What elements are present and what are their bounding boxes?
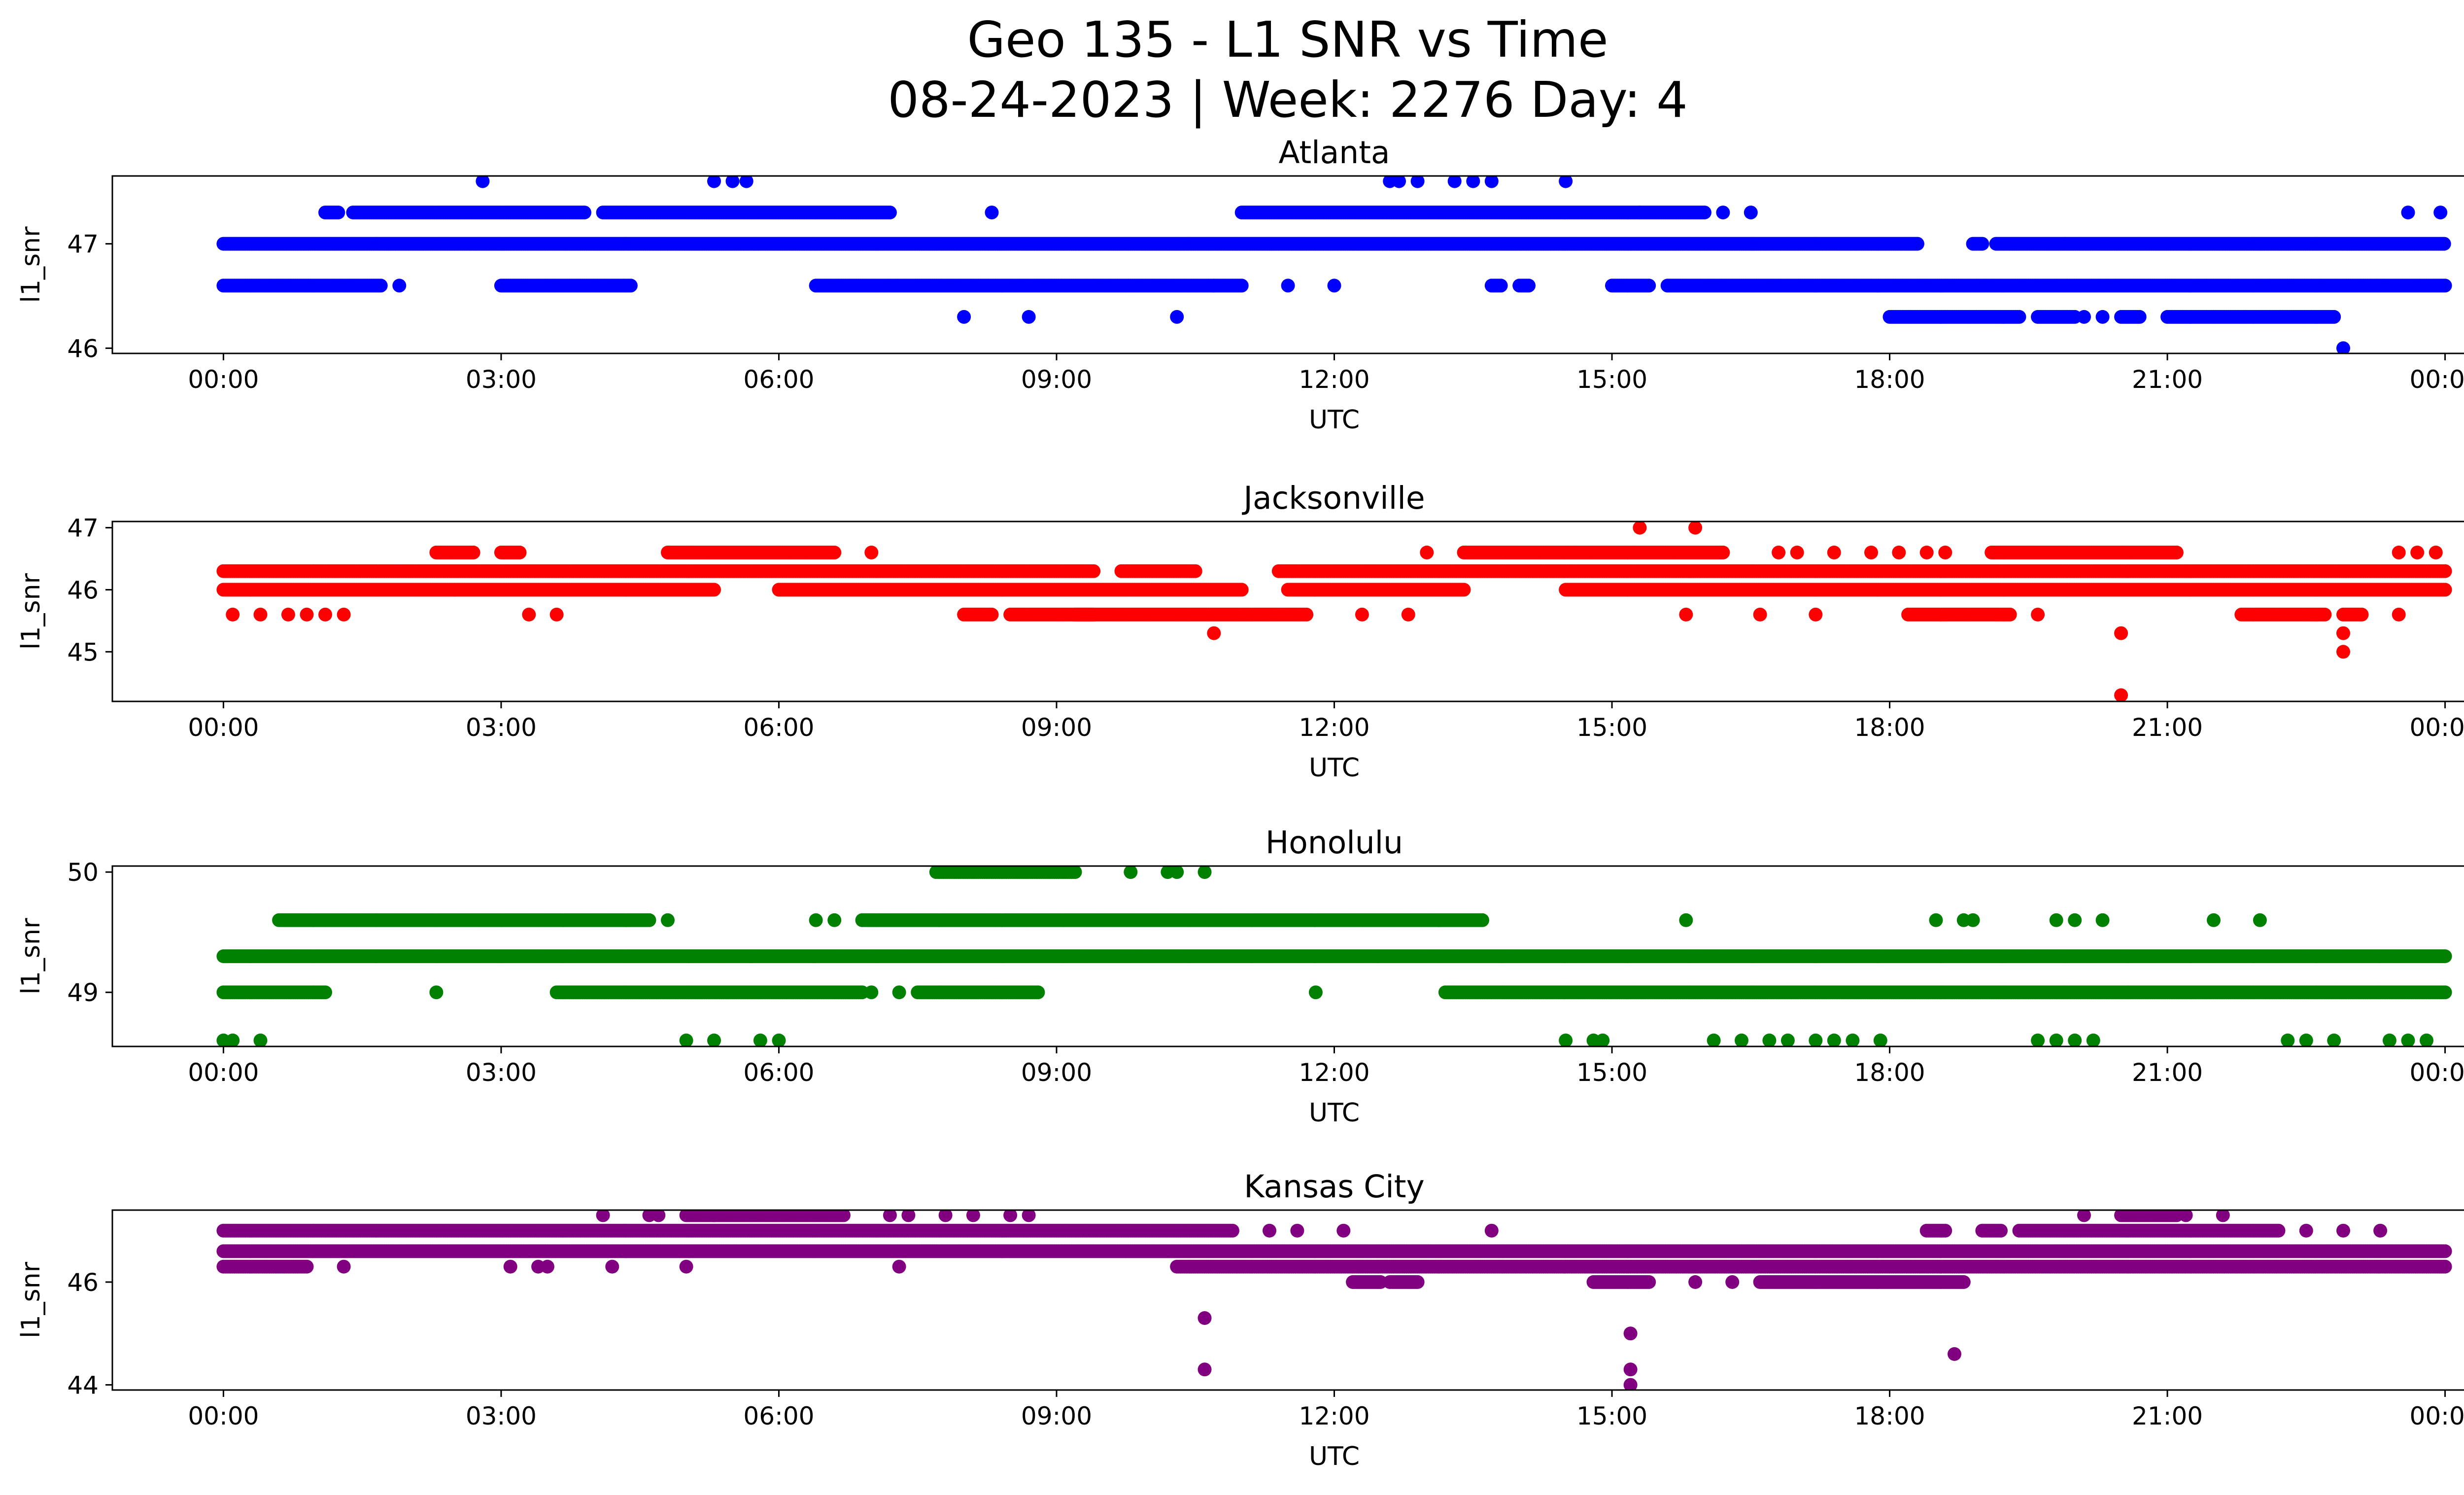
data-point	[2437, 237, 2451, 251]
figure-title-line-2: 08-24-2023 | Week: 2276 Day: 4	[888, 71, 1688, 129]
x-tick-label: 06:00	[743, 365, 814, 394]
x-tick-label: 00:00	[2410, 365, 2464, 394]
x-tick-label: 12:00	[1299, 365, 1369, 394]
data-point	[707, 583, 721, 597]
data-point	[1744, 206, 1758, 220]
data-point	[1697, 206, 1711, 220]
data-point	[2438, 564, 2452, 578]
data-point	[883, 206, 897, 220]
data-point	[1022, 310, 1036, 324]
subplot-title: Atlanta	[1278, 135, 1390, 171]
data-point	[725, 176, 740, 188]
data-point	[1234, 583, 1249, 597]
data-point	[2077, 310, 2091, 324]
x-tick-label: 09:00	[1021, 365, 1092, 394]
data-point	[707, 176, 721, 188]
y-tick-label: 47	[67, 230, 99, 259]
data-point	[476, 176, 490, 188]
figure-title: Geo 135 - L1 SNR vs Time 08-24-2023 | We…	[0, 10, 2464, 130]
data-point	[1466, 176, 1480, 188]
data-point	[1188, 564, 1202, 578]
y-axis-label: l1_snr	[16, 226, 46, 303]
data-point	[374, 278, 388, 293]
data-point	[1234, 278, 1249, 293]
data-point	[739, 176, 753, 188]
x-tick-label: 15:00	[1576, 365, 1647, 394]
scatter-points	[216, 522, 2452, 701]
data-point	[331, 206, 345, 220]
data-point	[1457, 583, 1471, 597]
data-point	[957, 310, 971, 324]
data-point	[1207, 278, 1221, 293]
y-tick-label: 46	[67, 334, 99, 363]
data-point	[1484, 176, 1499, 188]
data-point	[392, 278, 407, 293]
axes-frame	[111, 175, 2464, 354]
subplot-title: Jacksonville	[1241, 480, 1425, 516]
data-point	[1642, 278, 1656, 293]
data-point	[1910, 237, 1924, 251]
figure-title-line-1: Geo 135 - L1 SNR vs Time	[967, 11, 1608, 69]
data-point	[1410, 176, 1425, 188]
x-tick-label: 18:00	[1854, 365, 1925, 394]
subplot-panels: Atlanta 00:00 03:00 06:00 09:00 12:00 15:00 18:…	[16, 135, 2464, 1471]
x-axis-label: UTC	[1309, 405, 1360, 435]
data-point	[1281, 278, 1295, 293]
data-point	[2012, 310, 2026, 324]
data-point	[2095, 310, 2110, 324]
data-point	[1447, 176, 1462, 188]
x-tick-label: 00:00	[188, 365, 259, 394]
data-point	[2336, 341, 2350, 353]
data-point	[2327, 310, 2341, 324]
data-point	[2401, 206, 2415, 220]
data-point	[578, 206, 591, 220]
subplot-atlanta: Atlanta 00:00 03:00 06:00 09:00 12:00 15:00 18:…	[16, 135, 2464, 435]
data-point	[2132, 310, 2147, 324]
data-point	[1522, 278, 1536, 293]
data-point	[1494, 278, 1508, 293]
x-tick-label: 21:00	[2132, 365, 2203, 394]
data-point	[1170, 310, 1184, 324]
scatter-points	[216, 176, 2452, 353]
data-point	[985, 206, 999, 220]
data-point	[1559, 176, 1573, 188]
data-point	[1327, 278, 1341, 293]
data-point	[1975, 237, 1989, 251]
data-point	[2438, 278, 2452, 293]
data-point	[1392, 176, 1406, 188]
data-point	[1716, 206, 1730, 220]
data-point	[1087, 564, 1101, 578]
x-tick-label: 03:00	[466, 365, 537, 394]
data-point	[623, 278, 638, 293]
data-point	[2433, 206, 2448, 220]
